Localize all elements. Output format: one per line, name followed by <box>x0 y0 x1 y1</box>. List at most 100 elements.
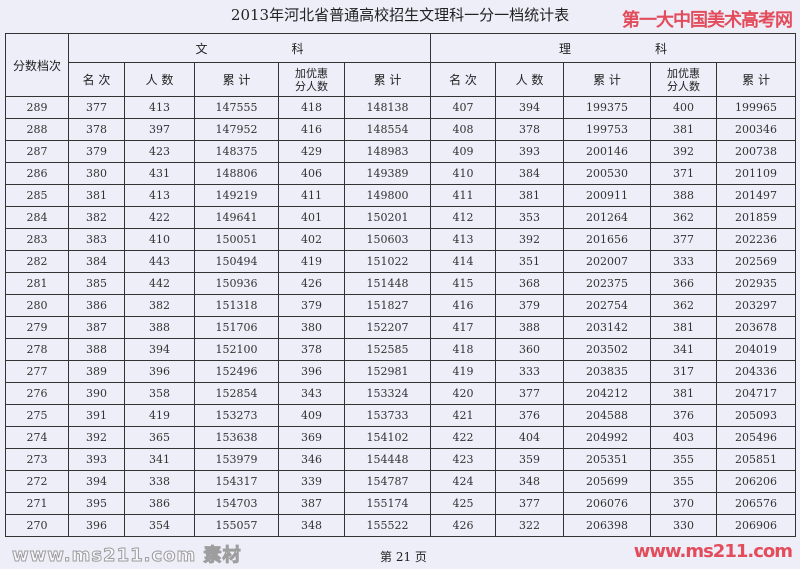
table-cell: 379 <box>68 140 125 163</box>
table-row: 277 389 396 152496 396 152981 419 333 203835 317 2… <box>5 360 797 383</box>
table-cell: 148983 <box>343 140 432 163</box>
table-cell: 393 <box>495 140 565 163</box>
table-cell: 408 <box>430 118 497 141</box>
table-cell: 391 <box>68 404 125 427</box>
table-cell: 341 <box>650 338 718 361</box>
table-cell: 147555 <box>194 96 279 119</box>
table-cell: 206398 <box>563 514 652 537</box>
table-cell: 204019 <box>716 338 797 361</box>
table-cell: 415 <box>430 272 497 295</box>
table-cell: 423 <box>124 140 195 163</box>
table-row: 270 396 354 155057 348 155522 426 322 206398 330 2… <box>5 514 797 537</box>
table-cell: 271 <box>5 492 69 515</box>
table-cell: 422 <box>124 206 195 229</box>
table-cell: 279 <box>5 316 69 339</box>
table-cell: 152854 <box>194 382 279 405</box>
table-cell: 150051 <box>194 228 279 251</box>
table-cell: 201859 <box>716 206 797 229</box>
table-cell: 202935 <box>716 272 797 295</box>
table-cell: 377 <box>495 382 565 405</box>
table-cell: 150201 <box>343 206 432 229</box>
table-cell: 272 <box>5 470 69 493</box>
table-cell: 317 <box>650 360 718 383</box>
table-cell: 200530 <box>563 162 652 185</box>
table-row: 283 383 410 150051 402 150603 413 392 201656 377 2… <box>5 228 797 251</box>
table-cell: 377 <box>650 228 718 251</box>
table-cell: 199753 <box>563 118 652 141</box>
table-cell: 202236 <box>716 228 797 251</box>
table-cell: 411 <box>278 184 345 207</box>
table-cell: 330 <box>650 514 718 537</box>
table-cell: 155174 <box>343 492 432 515</box>
table-cell: 152207 <box>343 316 432 339</box>
table-cell: 412 <box>430 206 497 229</box>
table-cell: 200146 <box>563 140 652 163</box>
table-cell: 202375 <box>563 272 652 295</box>
table-row: 286 380 431 148806 406 149389 410 384 200530 371 2… <box>5 162 797 185</box>
table-cell: 419 <box>430 360 497 383</box>
table-cell: 338 <box>124 470 195 493</box>
table-row: 285 381 413 149219 411 149800 411 381 200911 388 2… <box>5 184 797 207</box>
table-cell: 392 <box>650 140 718 163</box>
table-cell: 377 <box>495 492 565 515</box>
subheader-3: 加优惠 分人数 <box>278 62 345 97</box>
table-cell: 377 <box>68 96 125 119</box>
table-cell: 422 <box>430 426 497 449</box>
table-cell: 288 <box>5 118 69 141</box>
table-cell: 368 <box>495 272 565 295</box>
table-cell: 414 <box>430 250 497 273</box>
table-row: 288 378 397 147952 416 148554 408 378 199753 381 2… <box>5 118 797 141</box>
table-row: 275 391 419 153273 409 153733 421 376 204588 376 2… <box>5 404 797 427</box>
table-cell: 420 <box>430 382 497 405</box>
table-cell: 202754 <box>563 294 652 317</box>
table-cell: 275 <box>5 404 69 427</box>
table-cell: 149800 <box>343 184 432 207</box>
table-cell: 370 <box>650 492 718 515</box>
table-cell: 153273 <box>194 404 279 427</box>
header-liberal-arts: 文 科 <box>67 33 432 63</box>
table-cell: 443 <box>124 250 195 273</box>
table-cell: 155057 <box>194 514 279 537</box>
table-cell: 204212 <box>563 382 652 405</box>
table-cell: 200346 <box>716 118 797 141</box>
table-row: 289 377 413 147555 418 148138 407 394 199375 400 1… <box>5 96 797 119</box>
table-cell: 353 <box>495 206 565 229</box>
table-cell: 410 <box>430 162 497 185</box>
table-cell: 424 <box>430 470 497 493</box>
table-cell: 284 <box>5 206 69 229</box>
table-cell: 387 <box>68 316 125 339</box>
table-cell: 429 <box>278 140 345 163</box>
table-cell: 418 <box>278 96 345 119</box>
table-cell: 396 <box>68 514 125 537</box>
table-cell: 358 <box>124 382 195 405</box>
table-cell: 416 <box>430 294 497 317</box>
table-cell: 355 <box>650 470 718 493</box>
table-cell: 348 <box>278 514 345 537</box>
table-cell: 205496 <box>716 426 797 449</box>
watermark-center: www.ms211.com 素材 <box>12 545 242 567</box>
table-row: 271 395 386 154703 387 155174 425 377 206076 370 2… <box>5 492 797 515</box>
table-cell: 381 <box>650 382 718 405</box>
header-score: 分数档次 <box>5 33 69 97</box>
table-cell: 283 <box>5 228 69 251</box>
table-cell: 343 <box>278 382 345 405</box>
table-cell: 381 <box>650 118 718 141</box>
table-cell: 203502 <box>563 338 652 361</box>
table-cell: 273 <box>5 448 69 471</box>
table-row: 284 382 422 149641 401 150201 412 353 201264 362 2… <box>5 206 797 229</box>
table-cell: 388 <box>124 316 195 339</box>
subheader-0: 名 次 <box>68 62 125 97</box>
table-cell: 154102 <box>343 426 432 449</box>
table-cell: 199375 <box>563 96 652 119</box>
table-cell: 382 <box>68 206 125 229</box>
table-cell: 201656 <box>563 228 652 251</box>
table-cell: 154448 <box>343 448 432 471</box>
table-cell: 152585 <box>343 338 432 361</box>
table-cell: 386 <box>68 294 125 317</box>
table-cell: 202007 <box>563 250 652 273</box>
table-cell: 206906 <box>716 514 797 537</box>
table-cell: 411 <box>430 184 497 207</box>
table-cell: 378 <box>68 118 125 141</box>
table-cell: 152981 <box>343 360 432 383</box>
table-cell: 274 <box>5 426 69 449</box>
